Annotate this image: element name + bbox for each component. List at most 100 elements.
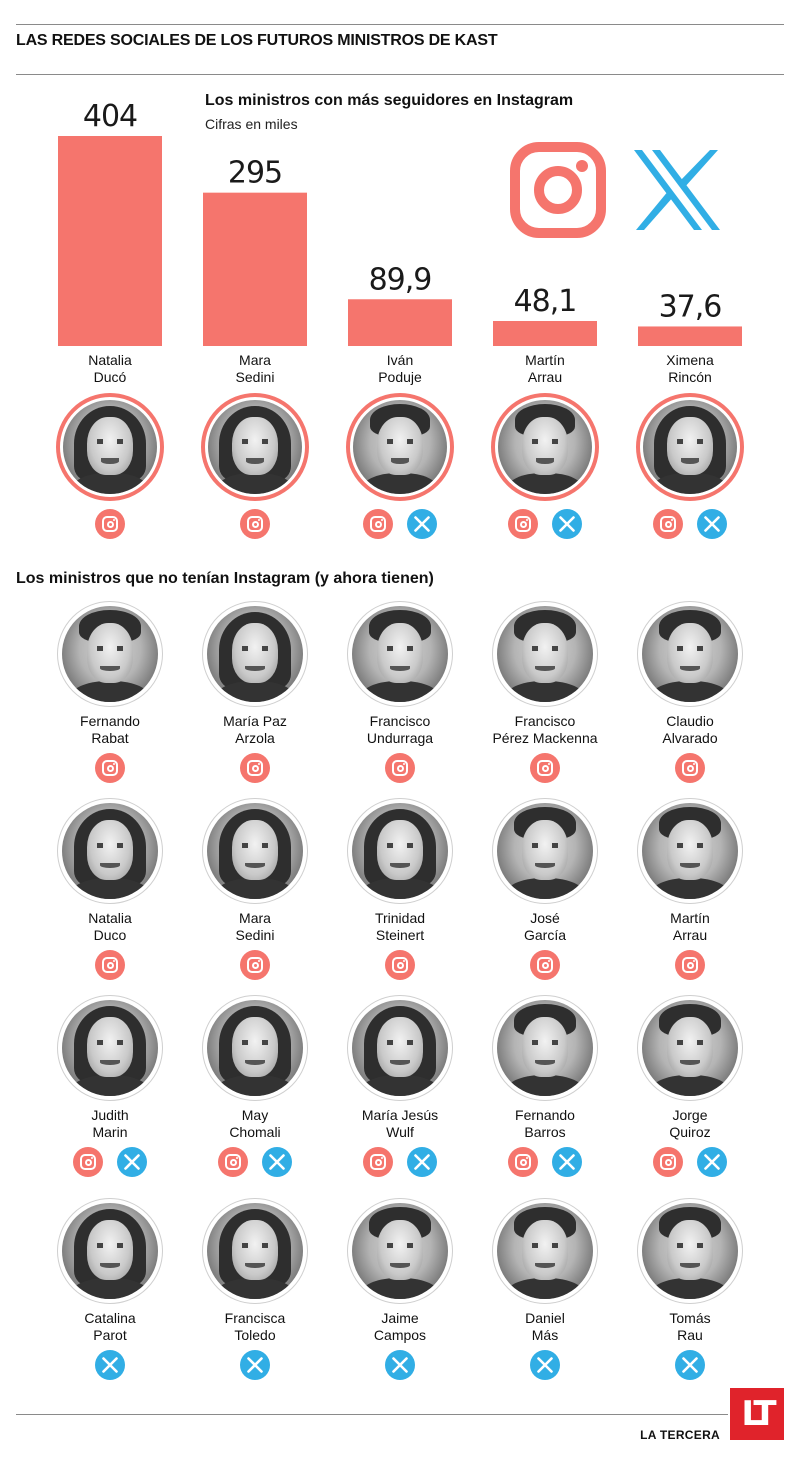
minister-portrait bbox=[347, 995, 453, 1101]
portrait-photo bbox=[498, 400, 592, 494]
instagram-icon bbox=[240, 509, 270, 539]
minister-portrait bbox=[492, 798, 598, 904]
x-icon bbox=[552, 509, 582, 539]
minister-name: May Chomali bbox=[185, 1107, 325, 1141]
portrait-photo bbox=[207, 1203, 303, 1299]
minister-portrait bbox=[636, 393, 744, 501]
instagram-icon bbox=[95, 509, 125, 539]
la-tercera-logo: LT bbox=[730, 1388, 784, 1440]
page-title: LAS REDES SOCIALES DE LOS FUTUROS MINIST… bbox=[16, 32, 498, 49]
name-line-1: Daniel bbox=[525, 1310, 565, 1326]
bar-chart: 404 295 89,9 48,1 37,6 bbox=[58, 99, 742, 346]
minister-portrait bbox=[637, 798, 743, 904]
instagram-icon bbox=[95, 753, 125, 783]
instagram-icon bbox=[240, 950, 270, 980]
instagram-icon bbox=[508, 1147, 538, 1177]
portrait-photo bbox=[353, 400, 447, 494]
x-icon bbox=[240, 1350, 270, 1380]
name-line-2: Quiroz bbox=[669, 1124, 711, 1140]
minister-name: Fernando Rabat bbox=[40, 713, 180, 747]
bar-value-label: 404 bbox=[83, 99, 137, 134]
name-line-1: Ximena bbox=[666, 352, 714, 368]
minister-portrait bbox=[57, 798, 163, 904]
minister-portrait bbox=[637, 1198, 743, 1304]
name-line-2: Parot bbox=[93, 1327, 127, 1343]
portrait-photo bbox=[62, 1203, 158, 1299]
name-line-1: Tomás bbox=[669, 1310, 711, 1326]
x-icon bbox=[530, 1350, 560, 1380]
minister-portrait bbox=[347, 601, 453, 707]
name-line-2: Steinert bbox=[375, 927, 425, 943]
minister-portrait bbox=[347, 1198, 453, 1304]
portrait-photo bbox=[497, 1203, 593, 1299]
name-line-2: Campos bbox=[373, 1327, 427, 1343]
section-title-new-instagram: Los ministros que no tenían Instagram (y… bbox=[16, 570, 434, 587]
minister-portrait bbox=[57, 995, 163, 1101]
title-rule bbox=[16, 74, 784, 75]
name-line-2: Rabat bbox=[91, 730, 129, 746]
x-icon bbox=[117, 1147, 147, 1177]
minister-name: Natalia Duco bbox=[40, 910, 180, 944]
portrait-photo bbox=[62, 606, 158, 702]
instagram-icon bbox=[653, 509, 683, 539]
name-line-1: Judith bbox=[91, 1107, 129, 1123]
minister-portrait bbox=[492, 1198, 598, 1304]
name-line-2: Toledo bbox=[234, 1327, 276, 1343]
chart-title: Los ministros con más seguidores en Inst… bbox=[205, 92, 574, 109]
name-line-1: Martín bbox=[670, 910, 710, 926]
portrait-photo bbox=[352, 803, 448, 899]
name-line-1: José bbox=[530, 910, 560, 926]
bottom-rule bbox=[16, 1414, 728, 1415]
name-line-2: Arzola bbox=[235, 730, 275, 746]
name-line-1: Francisco bbox=[514, 713, 576, 729]
minister-portrait bbox=[56, 393, 164, 501]
minister-portrait bbox=[492, 995, 598, 1101]
minister-portrait bbox=[201, 393, 309, 501]
chart-subtitle: Cifras en miles bbox=[205, 116, 298, 132]
instagram-icon bbox=[675, 950, 705, 980]
instagram-icon bbox=[73, 1147, 103, 1177]
portrait-photo bbox=[497, 1000, 593, 1096]
name-line-1: Fernando bbox=[80, 713, 140, 729]
portrait-photo bbox=[643, 400, 737, 494]
minister-portrait bbox=[347, 798, 453, 904]
minister-portrait bbox=[202, 1198, 308, 1304]
x-icon bbox=[95, 1350, 125, 1380]
instagram-icon bbox=[385, 950, 415, 980]
instagram-icon bbox=[363, 509, 393, 539]
name-line-2: Más bbox=[531, 1327, 559, 1343]
bar bbox=[348, 299, 452, 346]
minister-name: Jaime Campos bbox=[330, 1310, 470, 1344]
name-line-1: Jorge bbox=[672, 1107, 708, 1123]
minister-name: Tomás Rau bbox=[620, 1310, 760, 1344]
minister-portrait bbox=[57, 1198, 163, 1304]
x-icon bbox=[697, 509, 727, 539]
name-line-2: Duco bbox=[93, 927, 127, 943]
minister-name: Judith Marin bbox=[40, 1107, 180, 1141]
bar bbox=[638, 326, 742, 346]
instagram-icon bbox=[530, 753, 560, 783]
portrait-photo bbox=[642, 1203, 738, 1299]
name-line-2: Ducó bbox=[93, 369, 127, 385]
name-line-1: Mara bbox=[239, 352, 271, 368]
instagram-icon bbox=[385, 753, 415, 783]
name-line-1: May bbox=[241, 1107, 269, 1123]
instagram-icon bbox=[363, 1147, 393, 1177]
instagram-icon bbox=[675, 753, 705, 783]
name-line-1: Natalia bbox=[88, 352, 132, 368]
bar-value-label: 89,9 bbox=[369, 262, 432, 297]
minister-name: Iván Poduje bbox=[330, 352, 470, 386]
minister-name: Jorge Quiroz bbox=[620, 1107, 760, 1141]
portrait-photo bbox=[352, 1000, 448, 1096]
instagram-icon bbox=[508, 509, 538, 539]
portrait-photo bbox=[207, 1000, 303, 1096]
name-line-2: Poduje bbox=[378, 369, 422, 385]
minister-name: José García bbox=[475, 910, 615, 944]
minister-portrait bbox=[637, 995, 743, 1101]
portrait-photo bbox=[352, 1203, 448, 1299]
bar-value-label: 295 bbox=[228, 156, 282, 191]
bar bbox=[493, 320, 597, 346]
minister-portrait bbox=[637, 601, 743, 707]
minister-name: Francisco Undurraga bbox=[330, 713, 470, 747]
name-line-1: Mara bbox=[239, 910, 271, 926]
